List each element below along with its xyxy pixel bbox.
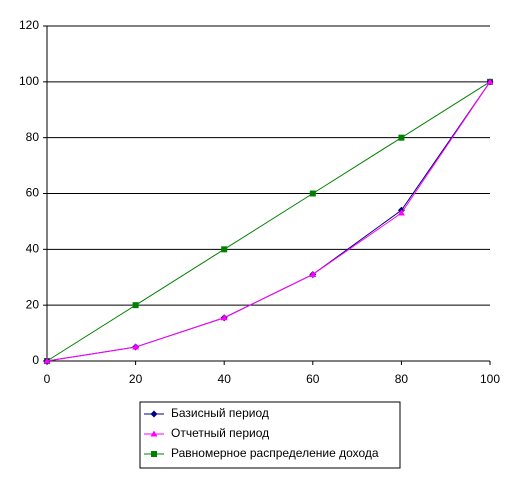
y-tick-label: 80	[26, 130, 40, 144]
marker	[397, 209, 405, 216]
marker	[221, 246, 228, 253]
y-tick-label: 100	[19, 74, 39, 88]
legend-label: Равномерное распределение дохода	[171, 446, 379, 460]
marker	[309, 190, 316, 197]
legend-label: Базисный период	[171, 406, 269, 420]
x-tick-label: 80	[395, 372, 409, 386]
marker	[132, 343, 140, 350]
x-tick-label: 40	[218, 372, 232, 386]
legend-label: Отчетный период	[171, 426, 269, 440]
legend-box	[139, 401, 401, 469]
y-tick-label: 0	[32, 353, 39, 367]
series-line	[46, 81, 491, 362]
x-tick-label: 100	[480, 372, 500, 386]
y-tick-label: 40	[26, 242, 40, 256]
marker	[398, 134, 405, 141]
marker	[150, 430, 158, 437]
marker	[486, 78, 494, 85]
marker	[43, 357, 51, 364]
x-tick-label: 0	[44, 372, 51, 386]
y-tick-label: 120	[19, 18, 39, 32]
legend: Базисный период Отчетный период Равномерно…	[139, 401, 401, 469]
marker	[151, 451, 157, 457]
series-line	[46, 81, 491, 362]
x-tick-label: 60	[306, 372, 320, 386]
y-tick-label: 60	[26, 186, 40, 200]
marker	[132, 302, 139, 309]
marker	[150, 410, 158, 418]
y-tick-label: 20	[26, 297, 40, 311]
marker	[309, 270, 317, 277]
marker	[220, 314, 228, 321]
x-tick-label: 20	[129, 372, 143, 386]
